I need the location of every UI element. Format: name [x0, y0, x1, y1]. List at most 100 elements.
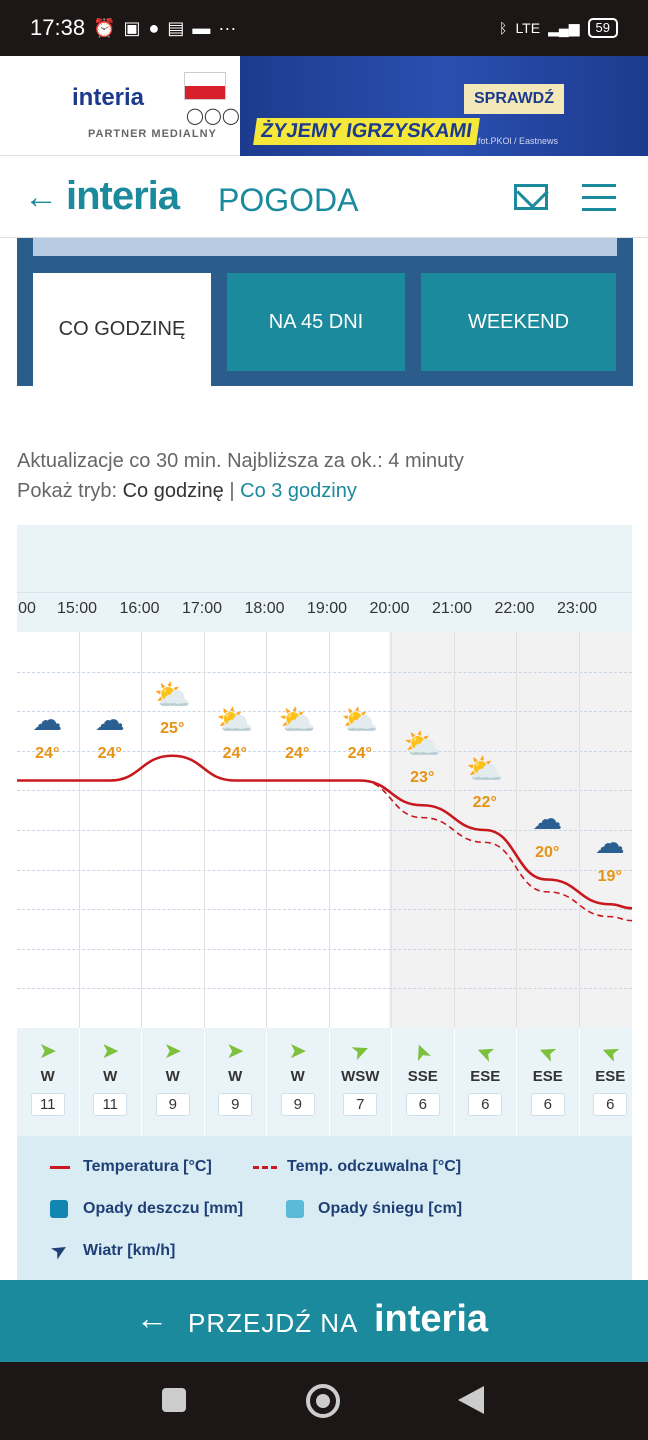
go-to-label: PRZEJDŹ NA [188, 1308, 359, 1338]
tab-na-45-dni[interactable]: NA 45 DNI [227, 273, 405, 371]
section-title: POGODA [218, 182, 359, 218]
temp-label: 24° [222, 744, 247, 762]
temp-label: 24° [97, 744, 122, 762]
update-text: Aktualizacje co 30 min. Najbliższa za ok… [17, 450, 464, 472]
ad-credit: fot.PKOl / Eastnews [478, 136, 559, 146]
hour-label: 23:00 [556, 600, 598, 617]
site-logo[interactable]: interia [66, 174, 180, 218]
grid-column-line [328, 632, 330, 1028]
wind-cell: ➤ W 9 [141, 1028, 204, 1136]
mode-separator: | [229, 480, 235, 502]
go-to-interia-bar[interactable]: ← PRZEJDŹ NA interia [0, 1280, 648, 1362]
wind-arrow-icon: ➤ [101, 1038, 120, 1063]
hour-label: 16:00 [119, 600, 160, 617]
back-arrow-icon[interactable]: ← [24, 178, 58, 216]
status-bar: 17:38 ⏰ ▣ ● ▤ ▬ ··· ᛒ LTE ▂▄▆ 59 [0, 0, 648, 56]
wind-arrow-icon: ➤ [163, 1038, 182, 1063]
legend-rain-swatch [50, 1200, 68, 1218]
nfc-icon: ▣ [123, 17, 141, 38]
cloud-icon: ☁ [32, 703, 63, 737]
partly-sunny-icon: ⛅ [341, 703, 379, 737]
mode-link-3h[interactable]: Co 3 godziny [240, 480, 357, 502]
wind-direction: SSE [407, 1068, 438, 1085]
wind-row: ➤ W 11 ➤ W 11 ➤ W 9 ➤ W 9 ➤ W 9 ➤ WSW 7 ➤ SSE 6 ➤ ESE 6 ➤ ESE 6 ➤ ES… [17, 1028, 632, 1136]
olympic-rings-icon: ◯◯◯ [186, 108, 240, 125]
grid-line [17, 830, 632, 831]
wind-speed: 7 [343, 1093, 378, 1116]
hour-label: 19:00 [306, 600, 348, 617]
partly-sunny-icon: ⛅ [216, 703, 254, 737]
legend-temp-swatch [50, 1166, 70, 1169]
hamburger-menu-icon[interactable] [582, 184, 616, 220]
wind-cell: ➤ W 11 [17, 1028, 79, 1136]
hourly-chart[interactable]: ☁ 24° ☁ 24° ⛅ 25° ⛅ 24° ⛅ 24° ⛅ 24° ⛅ 23° ⛅ 22° ☁ 20° ☁ 19°… [17, 525, 632, 1280]
wind-speed: 9 [280, 1093, 315, 1116]
hour-label: 17:00 [181, 600, 223, 617]
temp-label: 24° [35, 744, 60, 762]
wind-direction: W [40, 1068, 55, 1085]
poland-flag-icon [184, 72, 226, 100]
ad-banner[interactable]: interia PARTNER MEDIALNY ◯◯◯ ŻYJEMY IGRZ… [0, 56, 648, 156]
grid-line [17, 988, 632, 990]
grid-line [17, 909, 632, 911]
ad-cta-button[interactable]: SPRAWDŹ [464, 84, 564, 114]
ad-slogan: ŻYJEMY IGRZYSKAMI [253, 118, 480, 145]
tab-co-godzine[interactable]: CO GODZINĘ [33, 273, 211, 386]
cloud-icon: ☁ [594, 827, 625, 861]
temp-label: 22° [472, 794, 497, 811]
partly-sunny-icon: ⛅ [466, 753, 504, 786]
grid-column-line [516, 632, 517, 1028]
wind-cell: ➤ SSE 6 [391, 1028, 454, 1136]
grid-column-line [203, 632, 205, 1028]
wind-speed: 6 [593, 1093, 628, 1116]
back-button[interactable] [458, 1386, 484, 1414]
wind-speed: 6 [530, 1093, 565, 1116]
wind-speed: 6 [405, 1093, 440, 1116]
mail-icon[interactable] [514, 184, 548, 210]
grid-column-line [141, 632, 142, 1028]
sky-strip [33, 238, 617, 256]
legend-feels-swatch [253, 1166, 277, 1169]
bluetooth-icon: ᛒ [499, 20, 508, 36]
site-header: ← interia POGODA [0, 156, 648, 238]
grid-line [17, 869, 632, 871]
ad-logo: interia [72, 84, 145, 111]
partly-sunny-icon: ⛅ [153, 678, 191, 712]
back-arrow-icon: ← [136, 1300, 168, 1336]
wind-cell: ➤ W 11 [78, 1028, 142, 1136]
grid-line [17, 948, 632, 950]
grid-column-line [266, 632, 267, 1028]
temperature-line [17, 754, 632, 910]
plot-area: ☁ 24° ☁ 24° ⛅ 25° ⛅ 24° ⛅ 24° ⛅ 24° ⛅ 23° ⛅ 22° ☁ 20° ☁ 19° [17, 632, 632, 1028]
status-icons: ⏰ ▣ ● ▤ ▬ ··· [93, 18, 236, 39]
home-button[interactable] [306, 1384, 340, 1418]
wind-arrow-icon: ➤ [46, 1237, 73, 1265]
hour-label: 20:00 [369, 600, 410, 617]
network-label: LTE [515, 20, 541, 36]
wind-cell: ➤ ESE 6 [453, 1028, 517, 1136]
legend-feels: Temp. odczuwalna [°C] [287, 1158, 462, 1175]
mode-current: Co godzinę [122, 480, 224, 502]
hour-label: 15:00 [56, 600, 98, 617]
status-time: 17:38 [30, 15, 86, 40]
grid-line [17, 790, 632, 792]
tab-weekend[interactable]: WEEKEND [421, 273, 616, 371]
wind-direction: W [165, 1068, 180, 1085]
wind-direction: ESE [532, 1068, 563, 1085]
hour-label: 18:00 [244, 600, 285, 617]
forecast-tabs: CO GODZINĘ NA 45 DNI WEEKEND [17, 238, 633, 386]
partly-sunny-icon: ⛅ [403, 728, 441, 762]
wind-direction: W [103, 1068, 118, 1085]
recents-button[interactable] [162, 1388, 186, 1412]
android-nav-bar [0, 1362, 648, 1440]
cloud-icon: ☁ [94, 703, 125, 737]
legend-rain: Opady deszczu [mm] [83, 1200, 244, 1217]
temp-label: 25° [160, 719, 185, 737]
legend-temp: Temperatura [°C] [83, 1158, 212, 1175]
battery-icon: 59 [587, 18, 618, 38]
wind-speed: 9 [155, 1093, 190, 1116]
legend-snow: Opady śniegu [cm] [318, 1200, 463, 1217]
wind-cell: ➤ WSW 7 [328, 1028, 392, 1136]
hour-axis [17, 592, 632, 632]
grid-column-line [78, 632, 80, 1028]
